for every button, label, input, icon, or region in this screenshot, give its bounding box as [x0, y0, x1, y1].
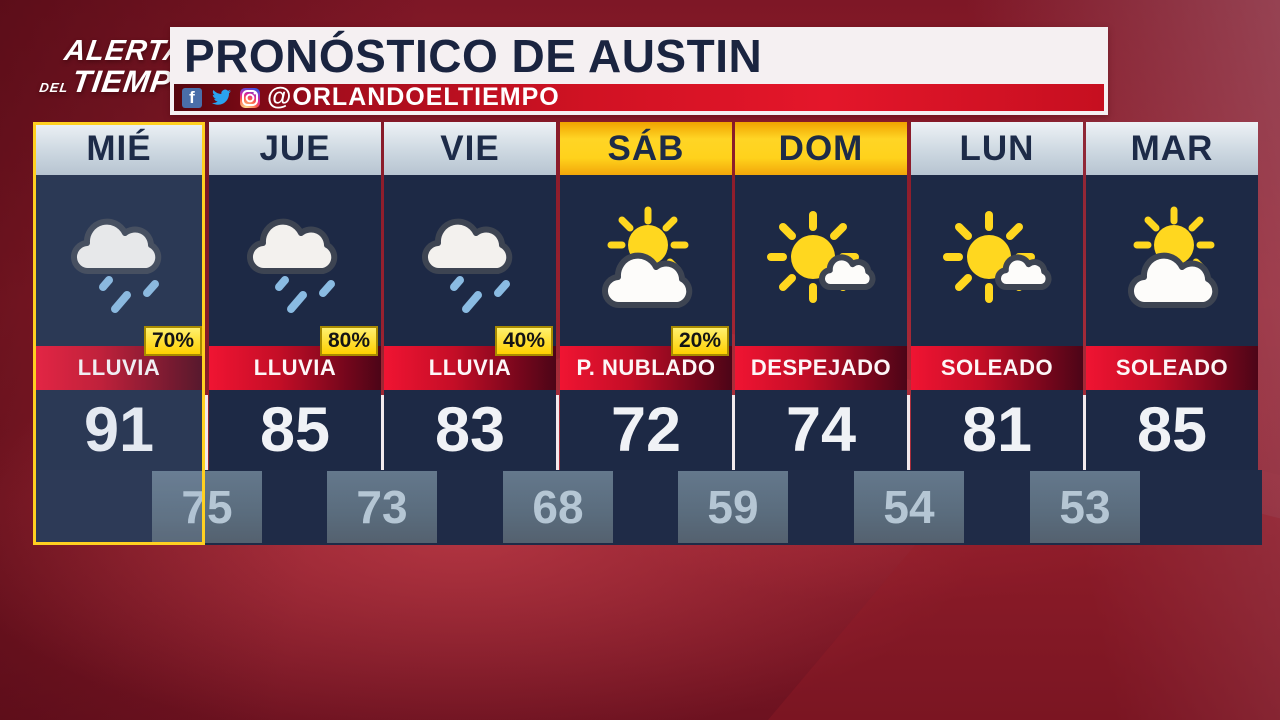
- column-divider: [732, 395, 735, 470]
- low-temp: 68: [503, 471, 613, 543]
- low-temps-bar: 75 73 68 59 54 53: [33, 470, 1262, 545]
- facebook-icon: f: [182, 87, 202, 108]
- day-label: LUN: [911, 122, 1083, 175]
- low-temp: 75: [152, 471, 262, 543]
- sun-with-small-cloud-icon: [760, 205, 882, 317]
- forecast-column-sab: SÁB 20% P. NUBLADO 72: [560, 122, 732, 470]
- forecast-column-jue: JUE 80% LLUVIA 85: [209, 122, 381, 470]
- high-temp: 74: [785, 395, 857, 465]
- day-label-text: DOM: [778, 128, 864, 168]
- forecast-column-mar: MAR SOLEADO 85: [1086, 122, 1258, 470]
- day-label-text: LUN: [959, 128, 1035, 168]
- column-divider: [907, 395, 910, 470]
- twitter-icon: [212, 89, 231, 105]
- condition-label: DESPEJADO: [735, 346, 907, 390]
- weather-icon-area: 40%: [384, 175, 556, 356]
- logo-line-tiempo: DEL TIEMPO: [25, 64, 199, 104]
- day-label: VIE: [384, 122, 556, 175]
- column-divider: [205, 395, 208, 470]
- column-divider: [381, 395, 384, 470]
- low-temp: 59: [678, 471, 788, 543]
- day-label: DOM: [735, 122, 907, 175]
- forecast-column-lun: LUN SOLEADO 81: [911, 122, 1083, 470]
- high-temp: 85: [1136, 395, 1208, 465]
- sun-with-small-cloud-icon: [936, 205, 1058, 317]
- social-bar: f @ORLANDOELTIEMPO: [174, 84, 1104, 111]
- column-divider: [1083, 395, 1086, 470]
- day-label: MAR: [1086, 122, 1258, 175]
- rain-cloud-icon: [234, 205, 356, 317]
- day-label-text: MIÉ: [86, 128, 152, 168]
- weather-icon-area: [1086, 175, 1258, 346]
- low-temp: 53: [1030, 471, 1140, 543]
- precip-chance-badge: 20%: [670, 326, 729, 356]
- forecast-column-mie: MIÉ 70% LLUVIA 91: [33, 122, 205, 470]
- high-temp: 85: [259, 395, 331, 465]
- weather-icon-area: [911, 175, 1083, 346]
- rain-cloud-icon: [58, 205, 180, 317]
- weather-icon-area: 80%: [209, 175, 381, 356]
- day-label-text: SÁB: [607, 128, 685, 168]
- condition-label: SOLEADO: [1086, 346, 1258, 390]
- precip-chance-badge: 70%: [143, 326, 202, 356]
- high-temp: 81: [961, 395, 1033, 465]
- day-label-text: VIE: [440, 128, 500, 168]
- day-label: MIÉ: [33, 122, 205, 175]
- condition-label: LLUVIA: [33, 346, 205, 390]
- low-temp: 73: [327, 471, 437, 543]
- forecast-column-vie: VIE 40% LLUVIA 83: [384, 122, 556, 470]
- page-title: PRONÓSTICO DE AUSTIN: [184, 30, 763, 82]
- low-temp: 54: [854, 471, 964, 543]
- title-bar: PRONÓSTICO DE AUSTIN f @ORLANDOELTIEMPO: [170, 27, 1108, 115]
- day-label-text: MAR: [1130, 128, 1214, 168]
- sun-behind-cloud-icon: [585, 205, 707, 317]
- column-divider: [556, 395, 559, 470]
- forecast-column-dom: DOM DESPEJADO 74: [735, 122, 907, 470]
- forecast-panel: MIÉ 70% LLUVIA 91 JUE 80% LLUVIA 85 VIE …: [33, 122, 1262, 545]
- high-temp: 83: [434, 395, 506, 465]
- rain-cloud-icon: [409, 205, 531, 317]
- logo-del-text: DEL: [38, 80, 70, 95]
- sun-behind-cloud-icon: [1111, 205, 1233, 317]
- precip-chance-badge: 40%: [494, 326, 553, 356]
- condition-label: SOLEADO: [911, 346, 1083, 390]
- high-temp: 72: [610, 395, 682, 465]
- day-label: SÁB: [560, 122, 732, 175]
- high-temp: 91: [83, 395, 155, 465]
- weather-icon-area: 20%: [560, 175, 732, 356]
- day-label-text: JUE: [259, 128, 331, 168]
- day-label: JUE: [209, 122, 381, 175]
- social-handle: @ORLANDOELTIEMPO: [267, 83, 560, 111]
- instagram-icon: [240, 87, 260, 108]
- weather-icon-area: 70%: [33, 175, 205, 356]
- precip-chance-badge: 80%: [319, 326, 378, 356]
- weather-icon-area: [735, 175, 907, 346]
